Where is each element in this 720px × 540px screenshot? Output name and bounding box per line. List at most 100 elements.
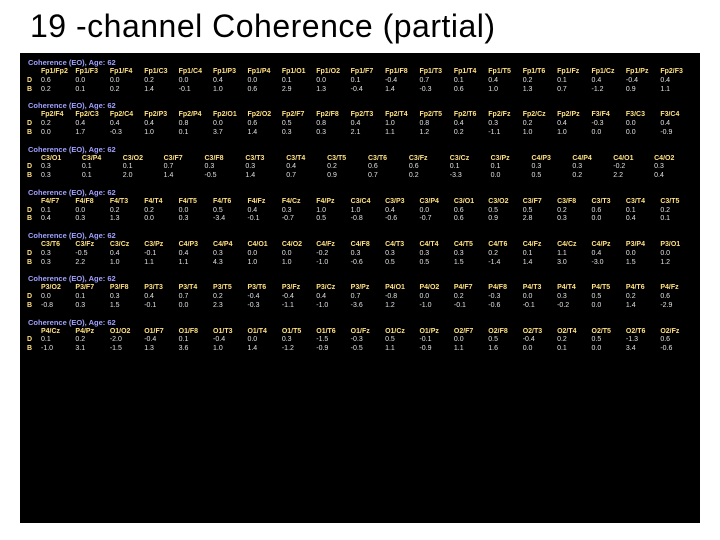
cell: 1.0 — [487, 86, 521, 95]
cell: 0.0 — [40, 129, 74, 138]
row-label: B — [26, 129, 40, 138]
cell: 0.4 — [246, 207, 280, 216]
cell: -1.0 — [418, 302, 452, 311]
cell: 1.0 — [281, 259, 315, 268]
cell: 0.4 — [625, 215, 659, 224]
cell: 0.1 — [178, 129, 212, 138]
col-header: F4/F7 — [40, 198, 74, 207]
cell: 0.1 — [74, 86, 108, 95]
cell: 0.6 — [40, 77, 74, 86]
cell: 0.0 — [178, 77, 212, 86]
col-header: Fp1/F3 — [74, 68, 108, 77]
cell: 0.6 — [591, 207, 625, 216]
col-header: C3/Cz — [109, 241, 143, 250]
cell: -0.4 — [625, 77, 659, 86]
cell: 0.0 — [591, 129, 625, 138]
cell: -1.2 — [591, 86, 625, 95]
cell: 0.3 — [40, 172, 81, 181]
col-header: Fp1/C4 — [178, 68, 212, 77]
cell: 0.4 — [453, 120, 487, 129]
col-header: C3/O2 — [122, 155, 163, 164]
col-header-blank — [26, 241, 40, 250]
cell: 0.6 — [453, 207, 487, 216]
cell: 0.0 — [490, 172, 531, 181]
cell: 0.3 — [204, 163, 245, 172]
cell: 0.4 — [653, 172, 694, 181]
cell: 0.6 — [246, 120, 280, 129]
cell: -3.3 — [449, 172, 490, 181]
col-header: O1/Pz — [418, 328, 452, 337]
cell: 0.6 — [408, 163, 449, 172]
cell: 1.1 — [453, 345, 487, 354]
cell: 0.7 — [418, 77, 452, 86]
col-header: C3/Fz — [74, 241, 108, 250]
cell: 0.1 — [122, 163, 163, 172]
col-header: P3/T5 — [212, 284, 246, 293]
cell: 2.2 — [74, 259, 108, 268]
col-header: P4/Fz — [659, 284, 694, 293]
cell: 0.3 — [40, 259, 74, 268]
cell: 0.0 — [178, 207, 212, 216]
coherence-block: Coherence (EO), Age: 62P3/O2P3/F7P3/F8P3… — [26, 273, 694, 310]
col-header: Fp2/T3 — [350, 111, 384, 120]
col-header: F3/C4 — [659, 111, 694, 120]
col-header: Fp1/Cz — [591, 68, 625, 77]
col-header: Fp1/O1 — [281, 68, 315, 77]
cell: 0.7 — [556, 86, 590, 95]
cell: 0.1 — [281, 77, 315, 86]
col-header: Fp2/Pz — [556, 111, 590, 120]
col-header: C4/O1 — [246, 241, 280, 250]
col-header: P4/F8 — [487, 284, 521, 293]
col-header: C3/T6 — [367, 155, 408, 164]
cell: 0.2 — [522, 77, 556, 86]
col-header: C3/T5 — [326, 155, 367, 164]
col-header: Fp2/T5 — [418, 111, 452, 120]
row-label: D — [26, 77, 40, 86]
cell: -0.6 — [659, 345, 694, 354]
cell: -0.4 — [522, 336, 556, 345]
cell: -2.9 — [659, 302, 694, 311]
cell: 0.1 — [40, 207, 74, 216]
col-header: O1/Fz — [350, 328, 384, 337]
col-header: Fp1/Fp2 — [40, 68, 74, 77]
cell: 0.5 — [384, 259, 418, 268]
col-header: C3/T4 — [285, 155, 326, 164]
cell: 0.3 — [531, 163, 572, 172]
cell: -0.2 — [315, 250, 349, 259]
col-header: C4/P3 — [178, 241, 212, 250]
col-header: C4/Cz — [556, 241, 590, 250]
col-header-blank — [26, 68, 40, 77]
cell: -0.8 — [350, 215, 384, 224]
cell: -1.3 — [625, 336, 659, 345]
col-header-blank — [26, 155, 40, 164]
coherence-table: Fp1/Fp2Fp1/F3Fp1/F4Fp1/C3Fp1/C4Fp1/P3Fp1… — [26, 68, 694, 94]
cell: 0.1 — [453, 77, 487, 86]
col-header: P4/F7 — [453, 284, 487, 293]
col-header: O1/Cz — [384, 328, 418, 337]
cell: 0.1 — [449, 163, 490, 172]
col-header: C3/F7 — [163, 155, 204, 164]
col-header: C3/F8 — [204, 155, 245, 164]
cell: 0.7 — [350, 293, 384, 302]
col-header: P3/T3 — [143, 284, 177, 293]
block-header: Coherence (EO), Age: 62 — [26, 230, 694, 241]
cell: 0.0 — [418, 293, 452, 302]
cell: 0.6 — [659, 336, 694, 345]
cell: -0.1 — [418, 336, 452, 345]
cell: -0.6 — [384, 215, 418, 224]
table-row: D0.60.00.00.20.00.40.00.10.00.1-0.40.70.… — [26, 77, 694, 86]
col-header: F3/C3 — [625, 111, 659, 120]
table-row: D0.00.10.30.40.70.2-0.4-0.40.40.7-0.80.0… — [26, 293, 694, 302]
cell: 0.3 — [109, 293, 143, 302]
cell: 0.4 — [591, 77, 625, 86]
col-header: P3/Fz — [281, 284, 315, 293]
cell: -0.4 — [384, 77, 418, 86]
cell: -0.1 — [522, 302, 556, 311]
coherence-block: Coherence (EO), Age: 62P4/CzP4/PzO1/O2O1… — [26, 317, 694, 354]
cell: -0.8 — [40, 302, 74, 311]
cell: 0.6 — [453, 86, 487, 95]
cell: 1.3 — [315, 86, 349, 95]
col-header: C3/P4 — [418, 198, 452, 207]
col-header: O2/Fz — [659, 328, 694, 337]
col-header: Fp1/T6 — [522, 68, 556, 77]
